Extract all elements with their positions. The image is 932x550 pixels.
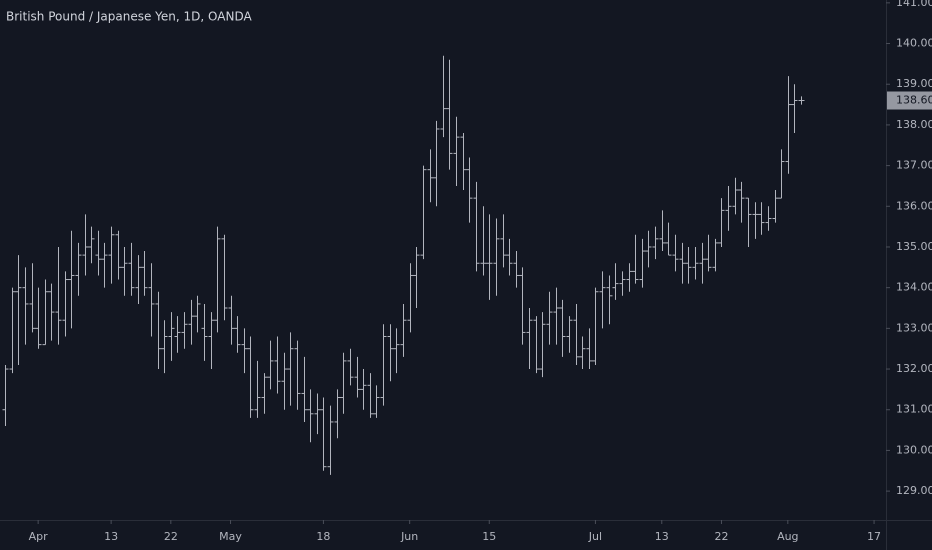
- x-tick-label: 13: [104, 530, 118, 543]
- x-tick-label: 22: [164, 530, 178, 543]
- x-tick-label: Apr: [29, 530, 49, 543]
- y-tick-label: 137.000: [896, 159, 932, 172]
- y-tick-label: 138.000: [896, 118, 932, 131]
- x-tick-label: May: [219, 530, 242, 543]
- chart-title: British Pound / Japanese Yen, 1D, OANDA: [6, 10, 252, 24]
- y-tick-label: 136.000: [896, 199, 932, 212]
- last-price-tag: [887, 91, 932, 110]
- y-tick-label: 133.000: [896, 321, 932, 334]
- y-tick-label: 132.000: [896, 362, 932, 375]
- x-tick-label: Jun: [400, 530, 418, 543]
- x-tick-label: Jul: [588, 530, 602, 543]
- y-tick-label: 130.000: [896, 443, 932, 456]
- y-tick-label: 129.000: [896, 484, 932, 497]
- y-tick-label: 141.000: [896, 0, 932, 9]
- x-tick-label: 22: [714, 530, 728, 543]
- last-price-label: 138.600: [896, 94, 932, 107]
- y-tick-label: 139.000: [896, 77, 932, 90]
- x-tick-label: 17: [867, 530, 881, 543]
- x-tick-label: Aug: [777, 530, 798, 543]
- x-tick-label: 18: [316, 530, 330, 543]
- x-tick-label: 15: [482, 530, 496, 543]
- x-tick-label: 13: [655, 530, 669, 543]
- y-tick-label: 135.000: [896, 240, 932, 253]
- y-tick-label: 131.000: [896, 403, 932, 416]
- y-tick-label: 140.000: [896, 37, 932, 50]
- y-tick-label: 134.000: [896, 281, 932, 294]
